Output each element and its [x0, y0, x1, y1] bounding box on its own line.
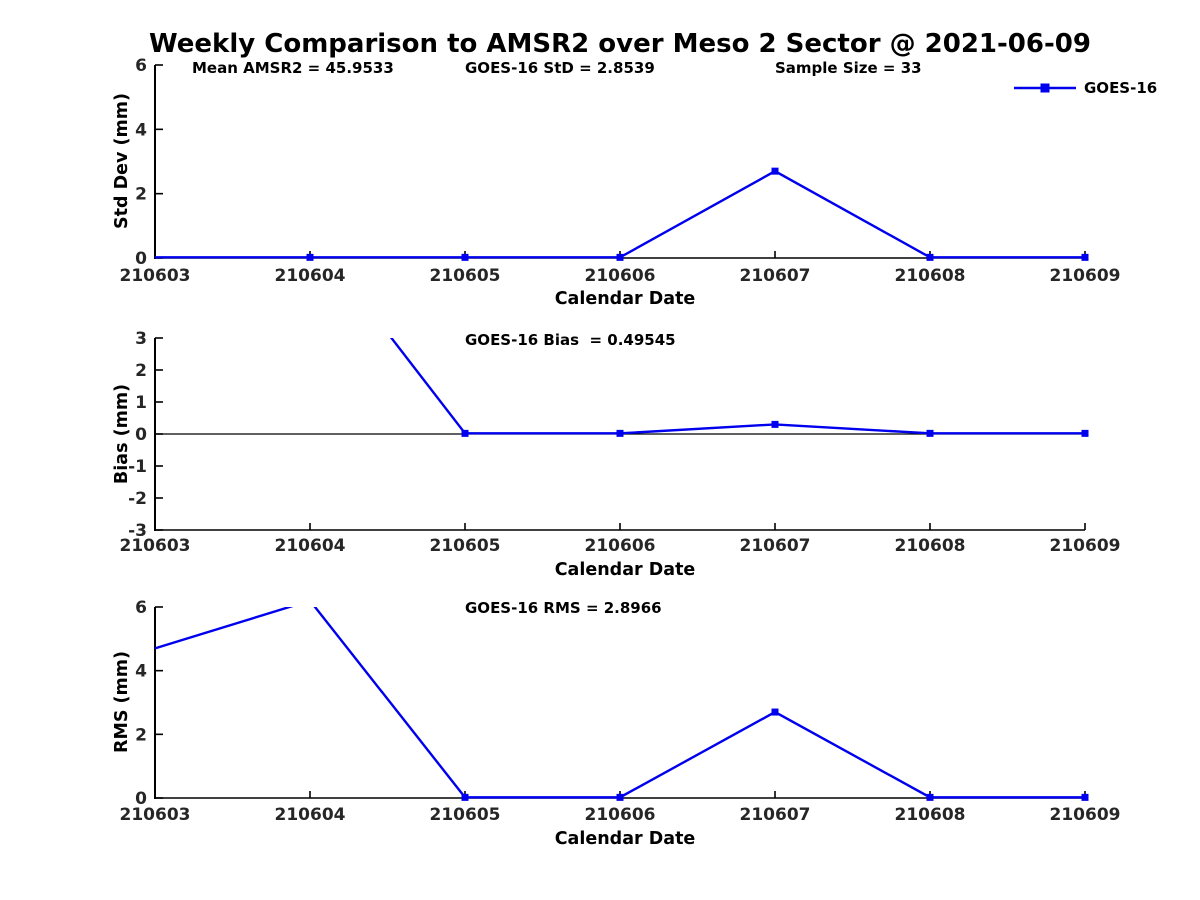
- x-tick-label: 210609: [1050, 266, 1121, 286]
- x-tick-label: 210608: [895, 805, 966, 825]
- data-point-marker: [771, 420, 779, 428]
- legend-label: GOES-16: [1084, 79, 1158, 97]
- series-line: [389, 338, 1085, 435]
- x-tick-label: 210604: [275, 266, 346, 286]
- x-tick-label: 210608: [895, 266, 966, 286]
- y-tick-label: 2: [135, 185, 147, 205]
- y-tick-label: -3: [128, 521, 147, 541]
- x-tick-label: 210604: [275, 536, 346, 556]
- x-tick-label: 210608: [895, 536, 966, 556]
- data-point-marker: [926, 253, 934, 261]
- y-tick-label: 2: [135, 361, 147, 381]
- y-tick-label: 6: [135, 56, 147, 76]
- data-point-marker: [461, 253, 469, 261]
- y-tick-label: 0: [135, 425, 147, 445]
- stat-mean-amsr2: Mean AMSR2 = 45.9533: [192, 59, 394, 77]
- annotation-bias-value: GOES-16 Bias = 0.49545: [465, 331, 676, 349]
- x-tick-label: 210609: [1050, 805, 1121, 825]
- x-tick-label: 210603: [120, 536, 191, 556]
- stat-sample-size: Sample Size = 33: [775, 59, 922, 77]
- x-tick-label: 210605: [430, 805, 501, 825]
- data-point-marker: [926, 793, 934, 801]
- x-axis-label-calendar-date-bottom: Calendar Date: [554, 829, 696, 849]
- x-tick-label: 210606: [585, 805, 656, 825]
- y-tick-label: 0: [135, 249, 147, 269]
- annotation-rms-value: GOES-16 RMS = 2.8966: [465, 599, 662, 617]
- x-tick-label: 210607: [740, 266, 811, 286]
- data-point-marker: [926, 429, 934, 437]
- x-tick-label: 210607: [740, 536, 811, 556]
- stat-goes16-std: GOES-16 StD = 2.8539: [465, 59, 655, 77]
- x-tick-label: 210603: [120, 266, 191, 286]
- y-tick-label: -1: [128, 457, 147, 477]
- series-line: [155, 169, 1085, 259]
- x-tick-label: 210603: [120, 805, 191, 825]
- legend-line-icon: [1014, 83, 1076, 93]
- data-point-marker: [306, 253, 314, 261]
- data-point-marker: [1081, 253, 1089, 261]
- legend: GOES-16: [1013, 79, 1158, 97]
- x-tick-label: 210609: [1050, 536, 1121, 556]
- data-point-marker: [616, 793, 624, 801]
- x-tick-label: 210606: [585, 266, 656, 286]
- x-axis-label-calendar-date-top: Calendar Date: [554, 289, 696, 309]
- data-point-marker: [1081, 429, 1089, 437]
- data-point-marker: [1081, 793, 1089, 801]
- data-point-marker: [771, 167, 779, 175]
- x-axis-label-calendar-date-middle: Calendar Date: [554, 560, 696, 580]
- y-tick-label: 6: [135, 598, 147, 618]
- data-point-marker: [616, 253, 624, 261]
- y-tick-label: 3: [135, 329, 147, 349]
- figure-title: Weekly Comparison to AMSR2 over Meso 2 S…: [149, 29, 1091, 59]
- x-tick-label: 210605: [430, 266, 501, 286]
- x-tick-label: 210604: [275, 805, 346, 825]
- series-line: [155, 607, 1085, 799]
- x-tick-label: 210607: [740, 805, 811, 825]
- y-tick-label: -2: [128, 489, 147, 509]
- y-tick-label: 4: [135, 662, 147, 682]
- legend-square-marker-icon: [1040, 83, 1050, 93]
- y-tick-label: 2: [135, 725, 147, 745]
- y-tick-label: 1: [135, 393, 147, 413]
- x-tick-label: 210605: [430, 536, 501, 556]
- y-tick-label: 4: [135, 120, 147, 140]
- data-point-marker: [771, 708, 779, 716]
- data-point-marker: [461, 793, 469, 801]
- data-point-marker: [461, 429, 469, 437]
- y-tick-label: 0: [135, 789, 147, 809]
- x-tick-label: 210606: [585, 536, 656, 556]
- data-point-marker: [616, 429, 624, 437]
